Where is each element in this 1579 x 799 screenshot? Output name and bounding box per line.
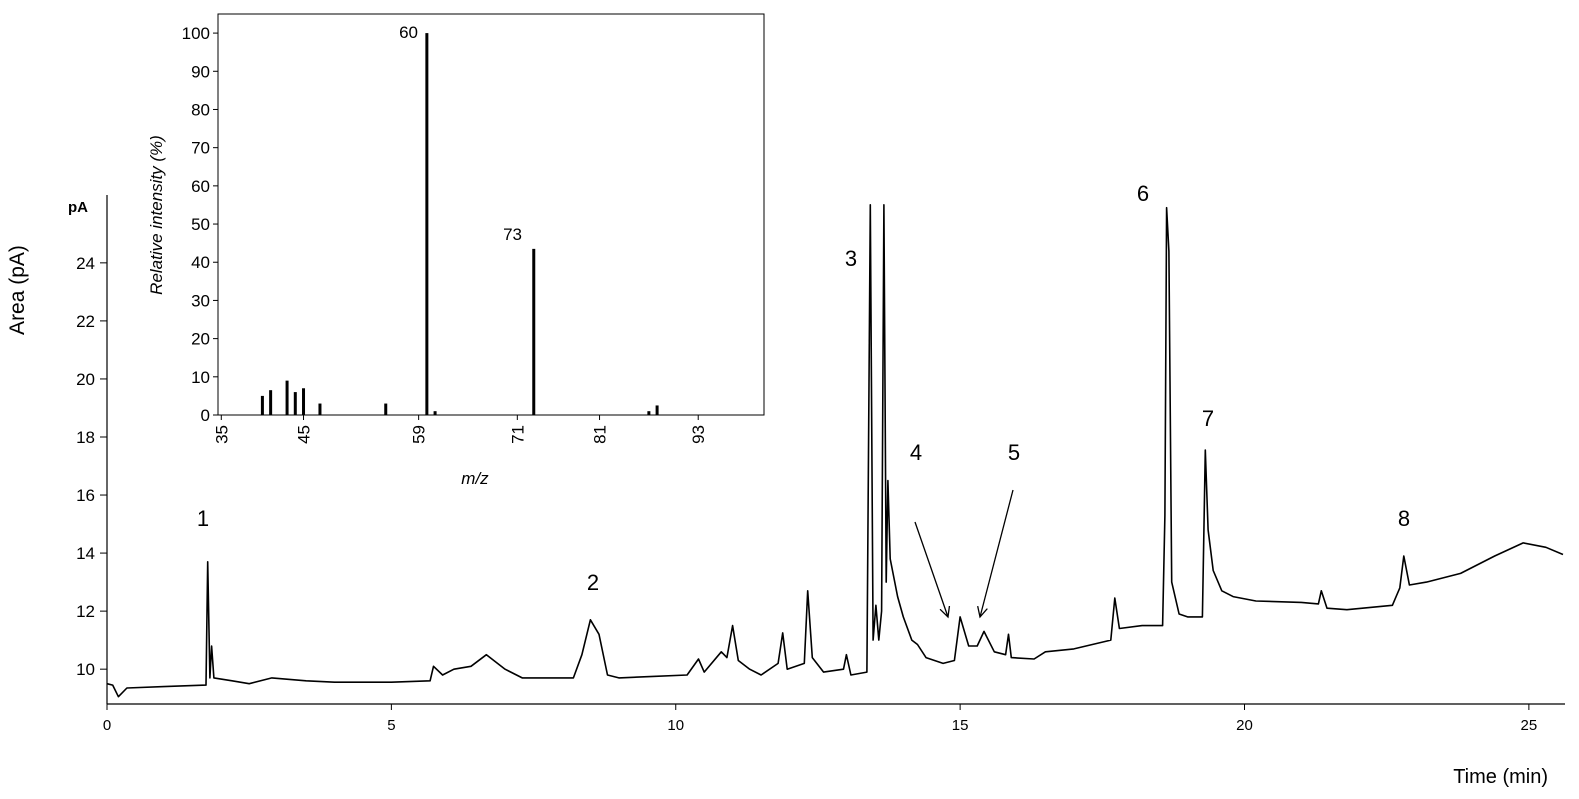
spectrum-bar [425, 33, 429, 415]
spectrum-bar [260, 395, 264, 415]
y-tick-label: 100 [182, 24, 210, 43]
spectrum-bar [532, 248, 536, 415]
spectrum-bar [269, 390, 273, 415]
spectrum-bar [647, 411, 651, 415]
x-tick-label: 10 [667, 717, 684, 734]
y-tick-label: 18 [76, 428, 95, 447]
x-tick-label: 5 [387, 717, 395, 734]
x-tick-label: 0 [103, 717, 111, 734]
x-tick-label: 71 [508, 425, 527, 444]
spectrum-bar [293, 392, 297, 415]
y-tick-label: 16 [76, 486, 95, 505]
x-tick-label: 81 [591, 425, 610, 444]
y-tick-label: 20 [76, 370, 95, 389]
y-axis-label: Relative intensity (%) [147, 135, 166, 295]
inset-frame [217, 13, 765, 416]
y-tick-label: 22 [76, 312, 95, 331]
x-tick-label: 15 [952, 717, 969, 734]
y-tick-label: 0 [201, 406, 210, 425]
spectrum-bar [433, 411, 437, 415]
peak-label: 2 [587, 570, 599, 595]
y-unit: pA [68, 199, 88, 216]
x-tick-label: 93 [689, 425, 708, 444]
peak-label: 7 [1202, 406, 1214, 431]
spectrum-bar [318, 403, 322, 415]
arrow [914, 521, 948, 617]
arrow [980, 489, 1014, 617]
spectrum-bar [285, 380, 289, 415]
y-tick-label: 30 [191, 291, 210, 310]
chromatogram: pA Area (pA) Time (min) 1012141618202224… [6, 181, 1565, 788]
y-tick-label: 40 [191, 253, 210, 272]
peak-label: 3 [845, 246, 857, 271]
peak-label: 1 [197, 506, 209, 531]
mass-spectrum: Relative intensity (%) m/z 0 10 20 30 40 50 60… [147, 23, 708, 488]
y-tick-label: 50 [191, 215, 210, 234]
y-tick-label: 10 [76, 660, 95, 679]
y-tick-label: 14 [76, 544, 95, 563]
y-tick-label: 70 [191, 139, 210, 158]
peak-label: 6 [1137, 181, 1149, 206]
peak-label: 60 [399, 23, 418, 42]
spectrum-bar [655, 405, 659, 415]
chromatogram-line [106, 204, 1564, 698]
peak-label: 73 [503, 225, 522, 244]
x-tick-label: 20 [1236, 717, 1253, 734]
x-tick-label: 35 [212, 425, 231, 444]
y-tick-label: 10 [191, 368, 210, 387]
x-tick-label: 45 [295, 425, 314, 444]
y-tick-label: 12 [76, 602, 95, 621]
x-axis-label: Time (min) [1453, 766, 1548, 788]
y-tick-label: 80 [191, 100, 210, 119]
y-tick-label: 24 [76, 254, 95, 273]
y-tick-label: 90 [191, 62, 210, 81]
x-tick-label: 25 [1521, 717, 1538, 734]
spectrum-bar [302, 388, 306, 415]
y-axis-label: Area (pA) [6, 245, 29, 335]
peak-label: 5 [1008, 440, 1020, 465]
spectrum-bar [384, 403, 388, 415]
x-axis-label: m/z [461, 469, 489, 488]
y-tick-label: 20 [191, 330, 210, 349]
y-tick-label: 60 [191, 177, 210, 196]
peak-label: 8 [1398, 506, 1410, 531]
x-tick-label: 59 [410, 425, 429, 444]
peak-label: 4 [910, 440, 922, 465]
